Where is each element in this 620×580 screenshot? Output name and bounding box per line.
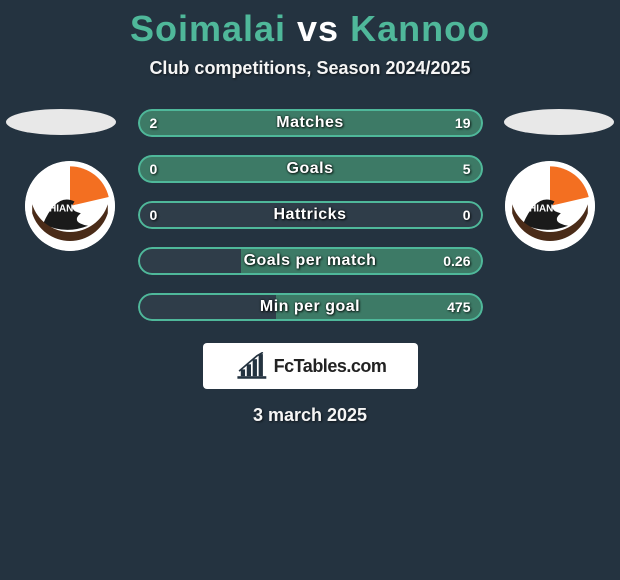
chiangrai-logo-icon: CHIANGRAI [505, 161, 595, 251]
chiangrai-logo-icon: CHIANGRAI [25, 161, 115, 251]
logo-band-text: CHIANGRAI [522, 203, 578, 214]
title-player1: Soimalai [130, 8, 286, 49]
player-shadow-right [504, 109, 614, 135]
brand-text: FcTables.com [274, 356, 387, 377]
stat-label: Goals per match [138, 247, 483, 275]
title: Soimalai vs Kannoo [0, 8, 620, 50]
title-player2: Kannoo [350, 8, 490, 49]
title-vs: vs [297, 8, 339, 49]
stat-row: 0.26Goals per match [138, 247, 483, 275]
stat-row: 219Matches [138, 109, 483, 137]
stat-label: Goals [138, 155, 483, 183]
brand-chart-icon [234, 352, 268, 380]
logo-band-text: CHIANGRAI [42, 203, 98, 214]
stat-label: Min per goal [138, 293, 483, 321]
comparison-card: Soimalai vs Kannoo Club competitions, Se… [0, 0, 620, 426]
subtitle: Club competitions, Season 2024/2025 [0, 58, 620, 79]
stat-row: 00Hattricks [138, 201, 483, 229]
team-logo-left: CHIANGRAI [25, 161, 115, 251]
middle-section: CHIANGRAI CHIANGRAI 219Matches 05Goals 00H… [0, 109, 620, 321]
stat-row: 475Min per goal [138, 293, 483, 321]
brand-box: FcTables.com [203, 343, 418, 389]
stat-label: Hattricks [138, 201, 483, 229]
comparison-bars: 219Matches 05Goals 00Hattricks 0.26Goals pe… [138, 109, 483, 321]
team-logo-right: CHIANGRAI [505, 161, 595, 251]
player-shadow-left [6, 109, 116, 135]
stat-label: Matches [138, 109, 483, 137]
stat-row: 05Goals [138, 155, 483, 183]
date-text: 3 march 2025 [0, 405, 620, 426]
